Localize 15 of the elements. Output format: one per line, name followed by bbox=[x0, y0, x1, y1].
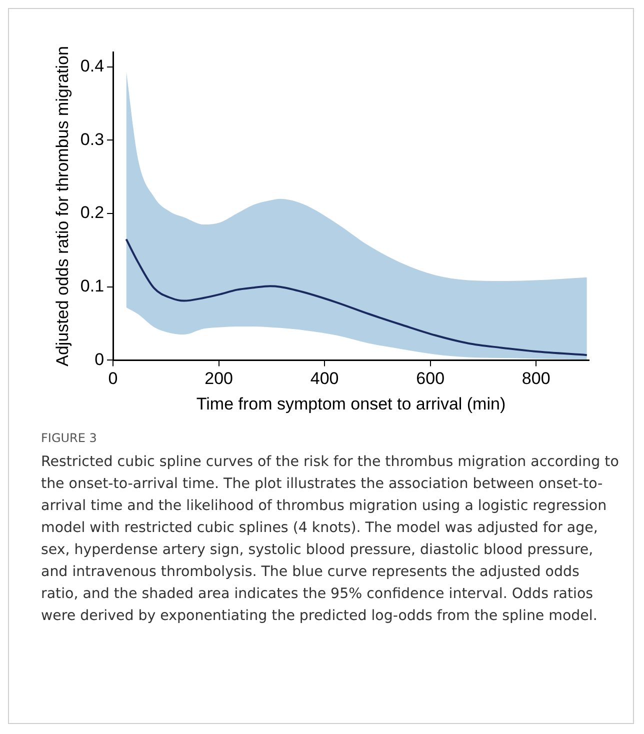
x-tick-label: 400 bbox=[310, 369, 339, 388]
y-tick-label: 0.4 bbox=[80, 56, 104, 76]
x-tick-label: 200 bbox=[204, 369, 233, 388]
y-tick-label: 0.3 bbox=[80, 130, 104, 149]
y-tick-label: 0.1 bbox=[80, 276, 104, 296]
caption: FIGURE 3 bbox=[41, 431, 98, 445]
line-series bbox=[125, 238, 588, 356]
y-tick-label: 0.2 bbox=[80, 203, 104, 222]
y-tick-label: 0 bbox=[94, 350, 104, 369]
x-tick-label: 800 bbox=[522, 369, 550, 388]
x-tick-label: 600 bbox=[416, 369, 445, 388]
y-axis-title: Adjusted odds ratio for thrombus migration bbox=[52, 46, 72, 366]
x-axis-title: Time from symptom onset to arrival (min) bbox=[196, 394, 506, 414]
text: Restricted cubic spline curves of the risk for the thrombus migration according to the onset-to-arrival time. The plot illustrates the association between onset-to-arrival time and the likelihood of thrombus migration using a logistic regression model with restricted cubic splines (4 knots). The model was adjusted for age, sex, hyperdense artery sign, systolic blood pressure, diastolic blood pressure, and intravenous thrombolysis. The blue curve represents the adjusted odds ratio, and the shaded area indicates the 95% confidence interval. Odds ratios were derived by exponentiating the predicted log-odds from the spline model. bbox=[41, 453, 620, 626]
x-tick-label: 0 bbox=[108, 369, 118, 388]
